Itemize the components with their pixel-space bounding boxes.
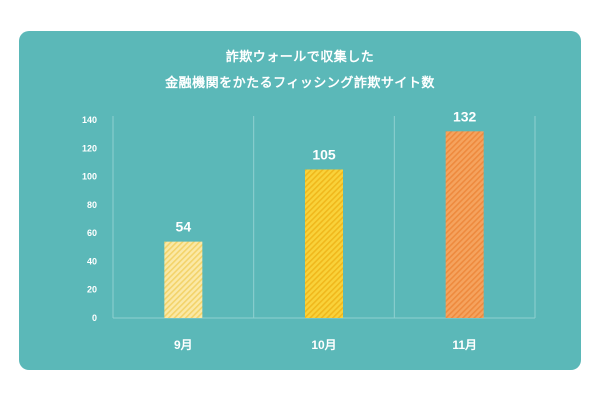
chart-title-line-2: 金融機関をかたるフィッシング詐欺サイト数 [165,76,435,91]
y-tick-label: 100 [82,172,97,182]
bar [305,169,343,318]
y-tick-label: 60 [87,228,97,238]
bar-chart: 0 20 40 60 80 100 120 140 54 9月 105 10月 132 11月 [82,108,536,352]
bar [445,131,484,318]
y-tick-label: 120 [82,143,97,153]
bar-value-label: 105 [312,147,336,163]
y-tick-label: 0 [92,313,97,323]
y-tick-label: 140 [82,115,97,125]
bar [164,241,203,318]
x-category-label: 10月 [311,338,336,352]
bar-value-label: 132 [453,108,477,124]
y-tick-label: 40 [87,256,97,266]
chart-title: 詐欺ウォールで収集した 金融機関をかたるフィッシング詐欺サイト数 [19,45,581,97]
x-category-label: 9月 [174,338,193,352]
chart-card: 詐欺ウォールで収集した 金融機関をかたるフィッシング詐欺サイト数 0 20 40 60… [19,31,581,370]
y-tick-label: 20 [87,285,97,295]
x-category-label: 11月 [452,338,477,352]
bar-value-label: 54 [176,219,192,235]
chart-title-line-1: 詐欺ウォールで収集した [225,50,375,65]
y-tick-label: 80 [87,200,97,210]
